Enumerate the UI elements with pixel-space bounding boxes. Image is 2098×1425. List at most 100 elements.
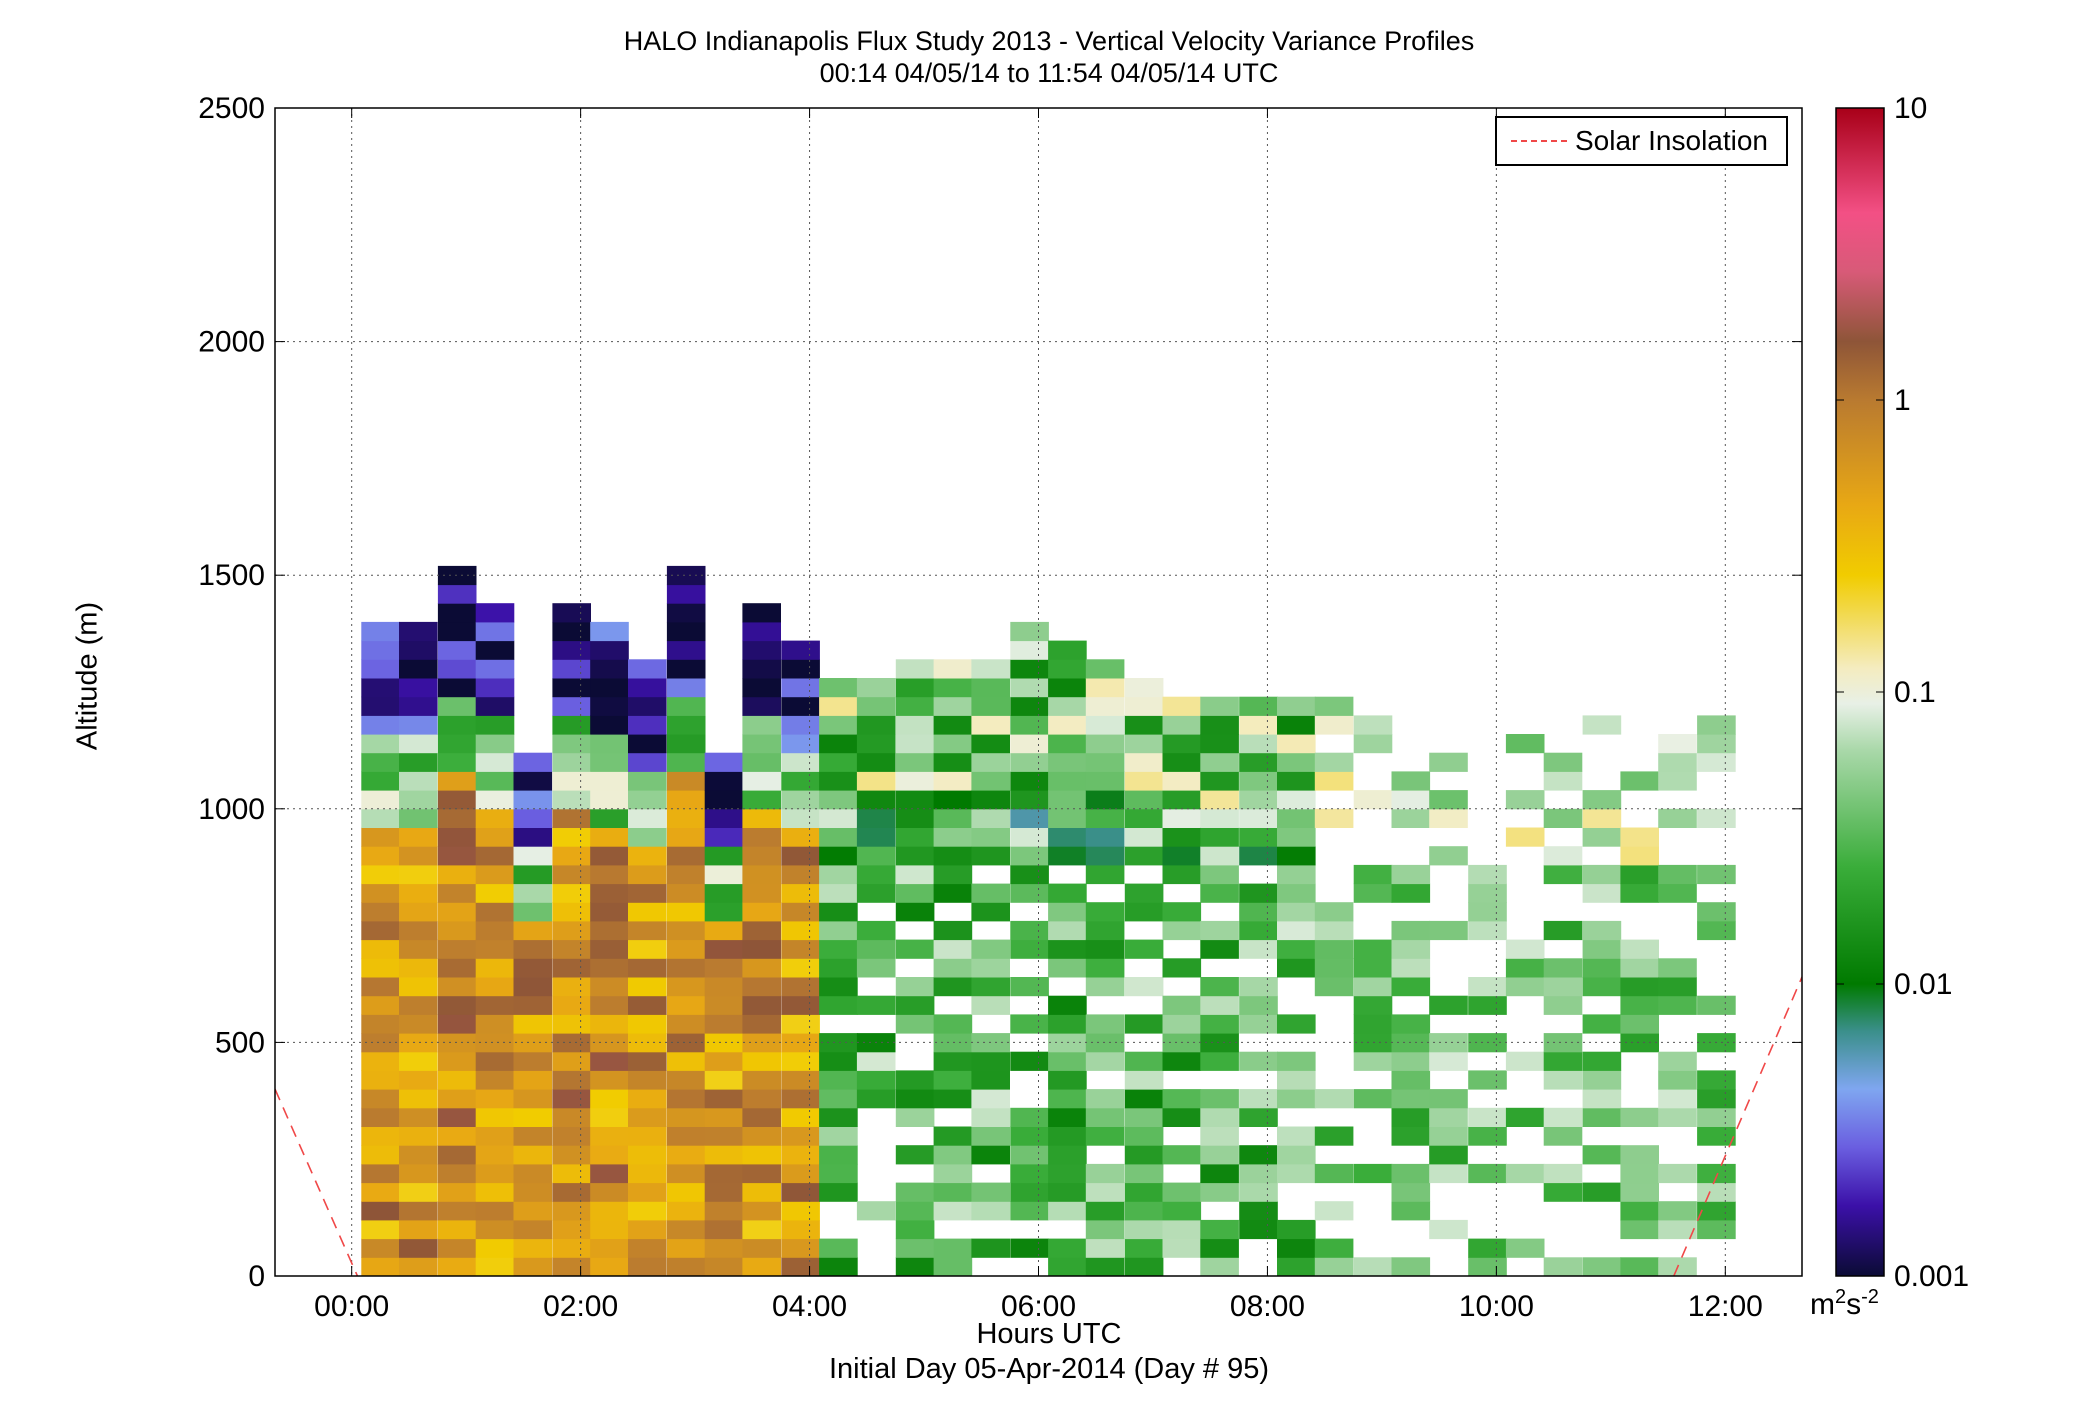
heatmap-cell [971, 752, 1010, 772]
heatmap-cell [781, 1033, 820, 1053]
heatmap-cell [399, 640, 438, 660]
heatmap-cell [1277, 958, 1316, 978]
heatmap-cell [1505, 1163, 1545, 1184]
heatmap-cell [1048, 1238, 1087, 1258]
heatmap-cell [704, 883, 744, 903]
y-tick-label: 1500 [198, 559, 265, 592]
heatmap-cell [361, 621, 400, 642]
heatmap-cell [781, 1070, 820, 1090]
heatmap-cell [704, 864, 744, 885]
heatmap-cell [1277, 1070, 1316, 1090]
colorbar-ticks: 0.001 0.01 0.1 1 10 [1836, 92, 1969, 1293]
heatmap-cell [895, 827, 935, 847]
heatmap-cell [552, 1126, 591, 1146]
heatmap-cell [1162, 696, 1202, 716]
heatmap-cell [1468, 1238, 1507, 1258]
heatmap-cell [590, 846, 629, 866]
heatmap-cell [1048, 734, 1087, 754]
heatmap-cell [475, 1257, 515, 1276]
heatmap-cell [895, 678, 935, 698]
heatmap-cell [819, 734, 858, 754]
heatmap-cell [1010, 977, 1049, 997]
heatmap-cell [1085, 715, 1125, 735]
heatmap-cell [437, 603, 477, 623]
heatmap-cell [742, 1014, 781, 1034]
heatmap-cell [1505, 1107, 1545, 1127]
heatmap-cell [1468, 1126, 1507, 1146]
heatmap-cell [666, 1163, 706, 1184]
heatmap-cell [742, 1182, 781, 1202]
heatmap-cell [552, 958, 591, 978]
heatmap-cell [1010, 883, 1049, 903]
heatmap-cell [1277, 752, 1316, 772]
heatmap-cell [1162, 958, 1202, 978]
heatmap-cell [1085, 1107, 1125, 1127]
heatmap-cell [1543, 752, 1583, 772]
heatmap-cell [933, 827, 973, 847]
heatmap-cell [1048, 678, 1087, 698]
heatmap-cell [704, 1238, 744, 1258]
heatmap-cell [1543, 1051, 1583, 1071]
heatmap-cell [628, 678, 667, 698]
heatmap-cell [819, 678, 858, 698]
heatmap-cell [1468, 977, 1507, 997]
heatmap-cell [895, 1107, 935, 1127]
heatmap-cell [1239, 939, 1278, 959]
heatmap-cell [1239, 1051, 1278, 1071]
heatmap-cell [513, 790, 553, 810]
heatmap-cell [742, 977, 781, 997]
heatmap-cell [1429, 1219, 1468, 1240]
heatmap-cell [666, 846, 706, 866]
heatmap-cell [361, 1051, 400, 1071]
heatmap-cell [1085, 1182, 1125, 1202]
heatmap-cell [933, 1257, 973, 1276]
heatmap-cell [742, 864, 781, 885]
heatmap-cell [590, 1238, 629, 1258]
heatmap-cell [1391, 1051, 1431, 1071]
heatmap-cell [933, 1163, 973, 1184]
heatmap-cell [1697, 1182, 1736, 1202]
heatmap-cell [1239, 977, 1278, 997]
heatmap-cell [1391, 1201, 1431, 1221]
heatmap-cell [856, 920, 896, 941]
heatmap-cell [666, 678, 706, 698]
heatmap-cell [856, 995, 896, 1015]
heatmap-cell [1543, 1126, 1583, 1146]
heatmap-cell [399, 659, 438, 679]
heatmap-cell [399, 808, 438, 828]
heatmap-cell [742, 902, 781, 922]
heatmap-cell [1200, 995, 1239, 1015]
heatmap-cell [742, 1107, 781, 1127]
heatmap-cell [781, 846, 820, 866]
heatmap-cell [552, 808, 591, 828]
heatmap-cell [590, 1163, 629, 1184]
heatmap-cell [628, 1219, 667, 1240]
heatmap-cell [399, 1126, 438, 1146]
heatmap-cell [1239, 715, 1278, 735]
heatmap-cell [819, 696, 858, 716]
heatmap-cell [1505, 1238, 1545, 1258]
heatmap-cell [704, 939, 744, 959]
heatmap-cell [666, 1201, 706, 1221]
heatmap-cell [513, 864, 553, 885]
heatmap-cell [1200, 1163, 1239, 1184]
heatmap-cell [742, 696, 781, 716]
heatmap-cell [781, 864, 820, 885]
heatmap-cell [437, 1201, 477, 1221]
heatmap-cell [628, 1182, 667, 1202]
heatmap-cell [856, 1070, 896, 1090]
heatmap-cell [856, 958, 896, 978]
heatmap-cell [1124, 1014, 1164, 1034]
heatmap-cell [704, 995, 744, 1015]
heatmap-cell [781, 659, 820, 679]
chart-subtitle: 00:14 04/05/14 to 11:54 04/05/14 UTC [819, 58, 1279, 88]
heatmap-cell [1200, 1107, 1239, 1127]
heatmap-cell [361, 640, 400, 660]
heatmap-cell [895, 902, 935, 922]
heatmap-cell [1277, 902, 1316, 922]
heatmap-cell [742, 1163, 781, 1184]
x-axis-subtitle: Initial Day 05-Apr-2014 (Day # 95) [828, 1353, 1270, 1385]
heatmap-cell [1048, 1089, 1087, 1109]
heatmap-cell [704, 827, 744, 847]
heatmap-cell [1505, 939, 1545, 959]
